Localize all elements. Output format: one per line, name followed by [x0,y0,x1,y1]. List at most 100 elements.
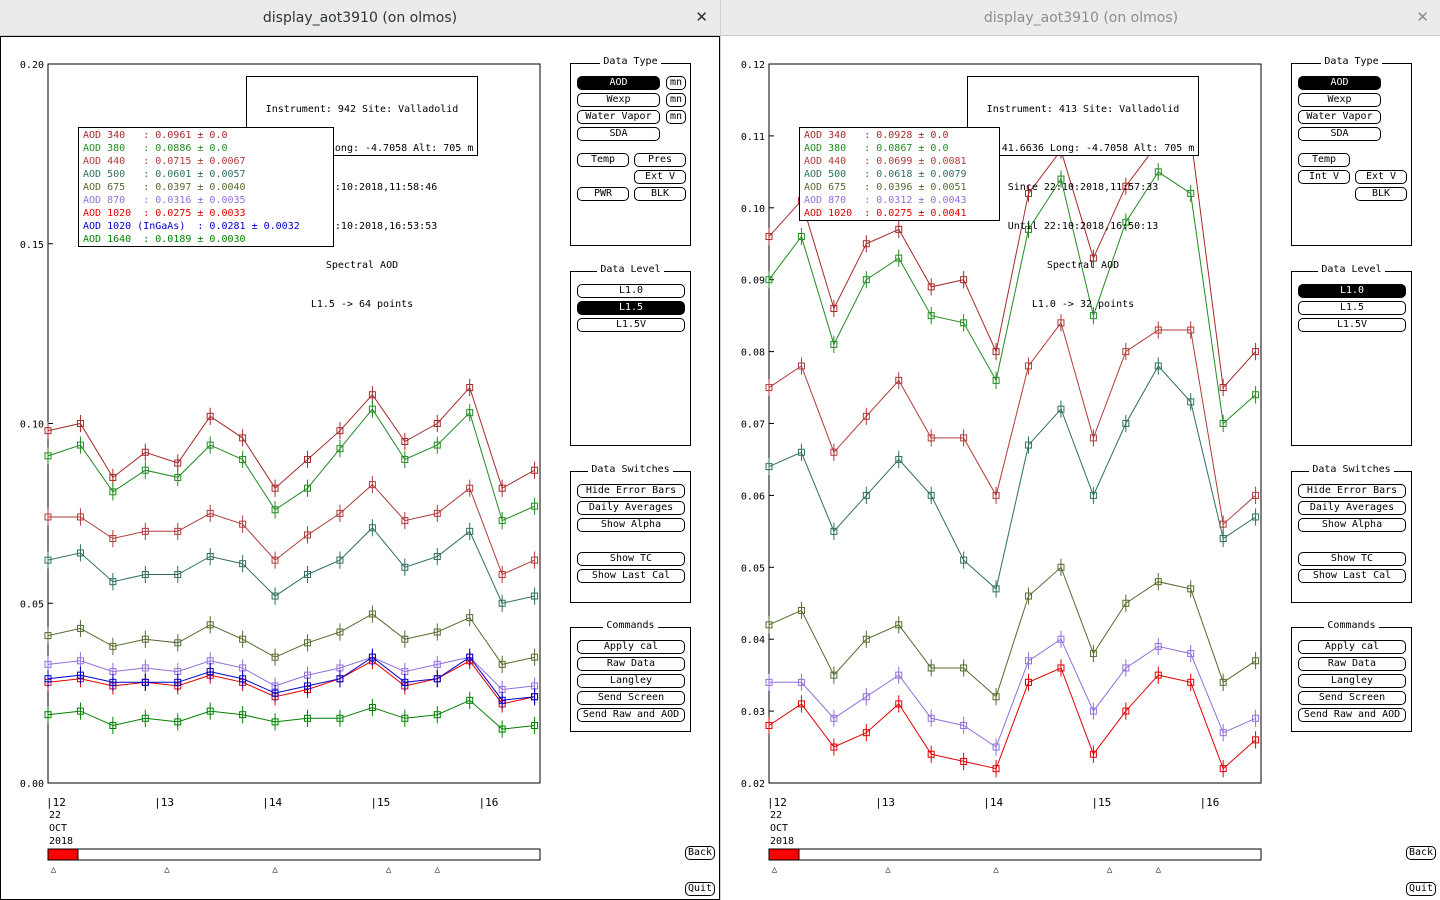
l15v-button[interactable]: L1.5V [1298,318,1406,332]
int-v-button[interactable]: Int V [1298,170,1350,184]
show-last-cal-button[interactable]: Show Last Cal [577,569,685,583]
data-point [433,509,441,517]
close-icon[interactable]: ✕ [695,8,708,26]
mn-button[interactable]: mn [666,110,686,124]
chart-legend: AOD 340 : 0.0961 ± 0.0 AOD 380 : 0.0886 ±… [78,127,334,247]
langley-button[interactable]: Langley [577,674,685,688]
hide-error-bars-button[interactable]: Hide Error Bars [577,484,685,498]
data-point [174,718,182,726]
sda-button[interactable]: SDA [1298,127,1381,141]
l10-button[interactable]: L1.0 [577,284,685,298]
data-point [239,675,247,683]
quit-button[interactable]: Quit [685,882,715,896]
temp-button[interactable]: Temp [1298,153,1350,167]
date-label: OCT [49,823,67,834]
ext-v-button[interactable]: Ext V [1355,170,1407,184]
ext-v-button[interactable]: Ext V [634,170,686,184]
series-line [47,408,535,522]
pres-button[interactable]: Pres [634,153,686,167]
show-last-cal-button[interactable]: Show Last Cal [1298,569,1406,583]
timeline-position [768,848,800,861]
mn-button[interactable]: mn [666,76,686,90]
water-vapor-button[interactable]: Water Vapor [577,110,660,124]
data-point [466,409,474,417]
show-tc-button[interactable]: Show TC [577,552,685,566]
x-tick-label: |16 [479,796,499,809]
send-raw-and-aod-button[interactable]: Send Raw and AOD [577,708,685,722]
data-point [862,693,870,701]
aod-button[interactable]: AOD [577,76,660,90]
close-icon[interactable]: ✕ [1416,8,1429,26]
data-point [44,513,52,521]
langley-button[interactable]: Langley [1298,674,1406,688]
l15-button[interactable]: L1.5 [1298,301,1406,315]
triangle-marker-icon: △ [772,865,778,875]
daily-averages-button[interactable]: Daily Averages [1298,501,1406,515]
data-point [239,711,247,719]
show-alpha-button[interactable]: Show Alpha [1298,518,1406,532]
pwr-button[interactable]: PWR [577,187,629,201]
titlebar[interactable]: display_aot3910 (on olmos) ✕ [721,0,1440,36]
show-tc-button[interactable]: Show TC [1298,552,1406,566]
l15-button[interactable]: L1.5 [577,301,685,315]
data-point [174,473,182,481]
data-point [206,441,214,449]
data-point [368,653,376,661]
raw-data-button[interactable]: Raw Data [577,657,685,671]
data-point [109,721,117,729]
data-point [498,696,506,704]
l15v-button[interactable]: L1.5V [577,318,685,332]
l10-button[interactable]: L1.0 [1298,284,1406,298]
y-tick-label: 0.12 [741,60,765,71]
x-tick-label: |14 [262,796,282,809]
data-point [498,570,506,578]
data-point [76,657,84,665]
water-vapor-button[interactable]: Water Vapor [1298,110,1381,124]
blk-button[interactable]: BLK [1355,187,1407,201]
data-point [239,434,247,442]
window-left: display_aot3910 (on olmos) ✕ 0.20 0.15 0.1… [0,0,720,900]
temp-button[interactable]: Temp [577,153,629,167]
send-screen-button[interactable]: Send Screen [1298,691,1406,705]
y-tick-label: 0.03 [741,707,765,718]
quit-button[interactable]: Quit [1406,882,1436,896]
y-tick-label: 0.15 [20,240,44,251]
hide-error-bars-button[interactable]: Hide Error Bars [1298,484,1406,498]
date-label: 2018 [770,836,794,847]
send-raw-and-aod-button[interactable]: Send Raw and AOD [1298,708,1406,722]
send-screen-button[interactable]: Send Screen [577,691,685,705]
daily-averages-button[interactable]: Daily Averages [577,501,685,515]
y-tick-label: 0.06 [741,491,765,502]
data-point [109,473,117,481]
wexp-button[interactable]: Wexp [577,93,660,107]
data-point [960,319,968,327]
data-point [76,707,84,715]
data-point [1252,391,1260,399]
data-point [109,488,117,496]
data-point [830,340,838,348]
blk-button[interactable]: BLK [634,187,686,201]
raw-data-button[interactable]: Raw Data [1298,657,1406,671]
mn-button[interactable]: mn [666,93,686,107]
x-tick-label: |15 [370,796,390,809]
legend-entry: AOD 340 : 0.0961 ± 0.0 [83,130,228,141]
show-alpha-button[interactable]: Show Alpha [577,518,685,532]
apply-cal-button[interactable]: Apply cal [1298,640,1406,654]
triangle-marker-icon: △ [435,865,441,875]
data-point [44,660,52,668]
data-point [1089,491,1097,499]
data-point [531,556,539,564]
titlebar[interactable]: display_aot3910 (on olmos) ✕ [0,0,720,36]
y-tick-label: 0.08 [741,348,765,359]
back-button[interactable]: Back [685,846,715,860]
info-line: L1.5 -> 64 points [310,299,414,310]
aod-button[interactable]: AOD [1298,76,1381,90]
wexp-button[interactable]: Wexp [1298,93,1381,107]
data-point [862,635,870,643]
apply-cal-button[interactable]: Apply cal [577,640,685,654]
data-point [206,668,214,676]
data-point [1057,319,1065,327]
sda-button[interactable]: SDA [577,127,660,141]
info-line: Lat: 41.6636 Long: -4.7058 Alt: 705 m [971,143,1195,154]
back-button[interactable]: Back [1406,846,1436,860]
